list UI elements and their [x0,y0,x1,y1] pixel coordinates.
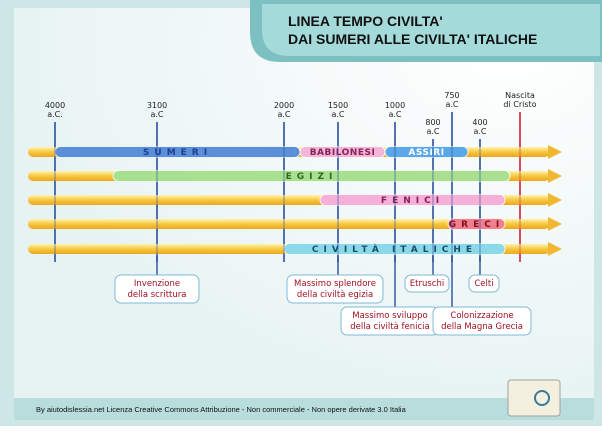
background [14,8,594,420]
event-label: Massimo sviluppo [352,311,428,321]
marker-label: 800 [425,118,440,127]
marker-label: 4000 [45,101,65,110]
logo-lens [534,390,550,406]
event-box [468,274,500,293]
arrow-head [548,169,562,183]
title-line: DAI SUMERI ALLE CIVILTA' ITALICHE [288,31,537,47]
marker-label: 3100 [147,101,167,110]
marker-label: di Cristo [503,100,536,109]
band-segment [112,170,511,182]
event-label: Invenzione [134,279,180,289]
band-label: BABILONESI [310,148,376,158]
event-label: della scrittura [128,290,187,300]
footer-bar [14,398,594,420]
band-label: CIVILTÀ ITALICHE [312,243,477,255]
marker-label: 1500 [328,101,348,110]
event-label: Colonizzazione [450,311,513,321]
band-label: ASSIRI [408,148,444,158]
band-segment [447,218,506,230]
band-label: SUMERI [143,148,212,158]
band-label: FENICI [381,196,444,206]
band-label: EGIZI [286,172,338,182]
marker-label: 1000 [385,101,405,110]
event-label: Etruschi [410,279,444,289]
band-label: GRECI [449,220,504,230]
marker-label: a.C [277,110,290,119]
event-box [114,274,200,304]
event-label: Massimo splendore [294,279,376,289]
event-box [432,306,532,336]
marker-label: 2000 [274,101,294,110]
marker-label: a.C [388,110,401,119]
marker-label: a.C [426,127,439,136]
marker-label: a.C. [47,110,63,119]
title-line: LINEA TEMPO CIVILTA' [288,13,443,29]
marker-label: a.C [150,110,163,119]
arrow-head [548,193,562,207]
band-segment [319,194,506,206]
marker-label: 750 [444,91,459,100]
marker-label: 400 [472,118,487,127]
band-arrow [28,219,550,229]
marker-label: Nascita [505,91,535,100]
diagram: LINEA TEMPO CIVILTA' DAI SUMERI ALLE CIVI… [28,13,562,417]
event-box [404,274,450,293]
footer-text: By aiutodislessia.net Licenza Creative C… [36,405,407,414]
event-label: della civiltà egizia [297,290,373,300]
marker-label: a.C [473,127,486,136]
arrow-head [548,242,562,256]
event-label: della Magna Grecia [441,322,523,332]
band-segment [384,146,469,158]
marker-label: a.C [445,100,458,109]
arrow-head [548,217,562,231]
event-label: della civiltà fenicia [350,322,430,332]
event-box [286,274,384,304]
arrow-head [548,145,562,159]
marker-label: a.C [331,110,344,119]
event-label: Celti [474,279,493,289]
